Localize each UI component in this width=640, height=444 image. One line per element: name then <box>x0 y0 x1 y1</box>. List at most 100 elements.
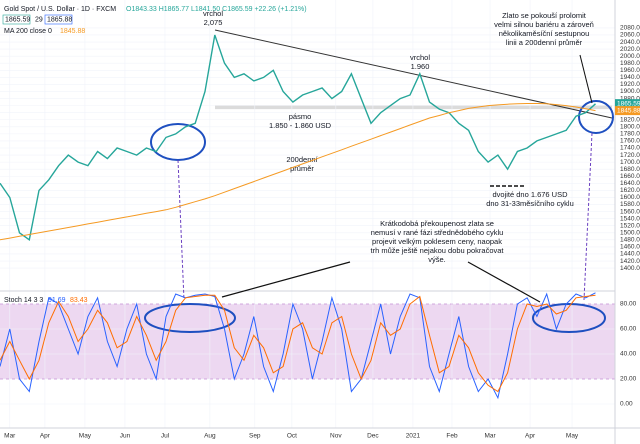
annotation-text: vrchol <box>410 53 430 62</box>
arrow <box>467 261 541 303</box>
x-tick-label: Mar <box>4 433 16 440</box>
y-tick-label: 1540.00 <box>620 215 640 222</box>
y-tick-label: 60.00 <box>620 326 637 333</box>
y-tick-label: 1620.00 <box>620 187 640 194</box>
annotation-text: Zlato se pokouší prolomit <box>502 11 587 20</box>
y-tick-label: 1740.00 <box>620 145 640 152</box>
dashed-arrow <box>177 159 185 301</box>
x-tick-label: Mar <box>484 433 496 440</box>
annotation-text: 1.960 <box>411 62 430 71</box>
y-tick-label: 1800.00 <box>620 124 640 131</box>
x-tick-label: Feb <box>446 433 458 440</box>
y-tick-label: 1780.00 <box>620 131 640 138</box>
x-tick-label: Jun <box>120 433 131 440</box>
ask-box <box>44 14 73 25</box>
x-tick-label: Dec <box>367 433 379 440</box>
price-tag <box>615 106 640 116</box>
y-tick-label: 1720.00 <box>620 152 640 159</box>
highlight-ellipse <box>532 303 606 333</box>
y-tick-label: 2020.00 <box>620 46 640 53</box>
ohlc-text: O1843.33 H1865.77 L1841.50 C1865.59 +22.… <box>126 6 307 13</box>
highlight-ellipse <box>578 100 614 134</box>
x-tick-label: Apr <box>40 433 51 440</box>
y-tick-label: 1600.00 <box>620 194 640 201</box>
x-tick-label: May <box>566 433 579 440</box>
y-tick-label: 1660.00 <box>620 173 640 180</box>
y-tick-label: 1520.00 <box>620 222 640 229</box>
y-tick-label: 1900.00 <box>620 88 640 95</box>
y-tick-label: 2040.00 <box>620 39 640 46</box>
y-tick-label: 40.00 <box>620 351 637 358</box>
y-tick-label: 80.00 <box>620 301 637 308</box>
y-tick-label: 2080.00 <box>620 25 640 32</box>
x-tick-label: Sep <box>249 433 261 440</box>
annotation-text: výše. <box>428 255 446 264</box>
y-tick-label: 1880.00 <box>620 95 640 102</box>
y-tick-label: 1480.00 <box>620 237 640 244</box>
price-tag <box>615 99 640 109</box>
x-tick-label: Aug <box>204 433 216 440</box>
y-tick-label: 1700.00 <box>620 159 640 166</box>
y-tick-label: 1960.00 <box>620 67 640 74</box>
series-line <box>0 294 596 393</box>
y-tick-label: 2000.00 <box>620 53 640 60</box>
stoch-k-last: 91.69 <box>48 297 66 304</box>
y-tick-label: 1980.00 <box>620 60 640 67</box>
x-tick-label: Apr <box>525 433 536 440</box>
annotation-text: dno 31-33měsíčního cyklu <box>486 199 574 208</box>
annotation-text: velmi silnou bariéru a zároveň <box>494 20 594 29</box>
series-line <box>0 103 596 241</box>
annotation-text: Krátkodobá překoupenost zlata se <box>380 219 494 228</box>
y-tick-label: 1680.00 <box>620 166 640 173</box>
y-tick-label: 1640.00 <box>620 180 640 187</box>
annotation-text: nemusí v rané fázi střednědobého cyklu <box>371 228 504 237</box>
y-tick-label: 1580.00 <box>620 201 640 208</box>
series-line <box>0 34 596 242</box>
y-tick-label: 20.00 <box>620 376 637 383</box>
y-tick-label: 1420.00 <box>620 258 640 265</box>
annotation-text: několikaměsíční sestupnou <box>499 29 589 38</box>
y-tick-label: 0.00 <box>620 401 633 408</box>
y-tick-label: 2060.00 <box>620 32 640 39</box>
dashed-arrow <box>583 132 593 301</box>
y-tick-label: 1760.00 <box>620 138 640 145</box>
annotation-text: trh může ještě nejakou dobu pokračovat <box>371 246 505 255</box>
annotation-text: vrchol <box>203 9 223 18</box>
x-tick-label: 2021 <box>406 433 421 440</box>
y-tick-label: 1820.00 <box>620 116 640 123</box>
annotation-text: 1.850 - 1.860 USD <box>269 121 332 130</box>
arrow <box>579 54 593 104</box>
x-tick-label: Nov <box>330 433 342 440</box>
y-tick-label: 1460.00 <box>620 244 640 251</box>
stoch-d-last: 83.43 <box>70 297 88 304</box>
stoch-title: Stoch 14 3 3 <box>4 297 43 304</box>
bid: 1865.59 <box>5 16 30 23</box>
arrow <box>221 261 351 298</box>
ask: 1865.88 <box>47 16 72 23</box>
annotation-text: dvojité dno 1.676 USD <box>492 190 568 199</box>
price-tag-label: 1845.88 <box>617 107 640 114</box>
x-tick-label: Oct <box>287 433 297 440</box>
y-tick-label: 1440.00 <box>620 251 640 258</box>
annotation-text: 200denní <box>286 155 318 164</box>
price-tag-label: 1865.59 <box>617 100 640 107</box>
resistance-band <box>215 105 612 110</box>
annotation-text: linii a 200denní průměr <box>506 38 583 47</box>
y-tick-label: 1400.00 <box>620 265 640 272</box>
y-tick-label: 1940.00 <box>620 74 640 81</box>
x-tick-label: Jul <box>161 433 170 440</box>
annotation-text: 2,075 <box>204 18 223 27</box>
ma-last: 1845.88 <box>60 28 85 35</box>
spread: 29 <box>35 16 43 23</box>
annotation-text: průměr <box>290 164 314 173</box>
series-line <box>0 292 596 400</box>
x-tick-label: May <box>79 433 92 440</box>
y-tick-label: 1500.00 <box>620 229 640 236</box>
highlight-ellipse <box>144 303 236 333</box>
ma-label: MA 200 close 0 <box>4 28 52 35</box>
y-tick-label: 1560.00 <box>620 208 640 215</box>
annotation-text: projevit velkým poklesem ceny, naopak <box>372 237 502 246</box>
annotation-text: pásmo <box>289 112 312 121</box>
